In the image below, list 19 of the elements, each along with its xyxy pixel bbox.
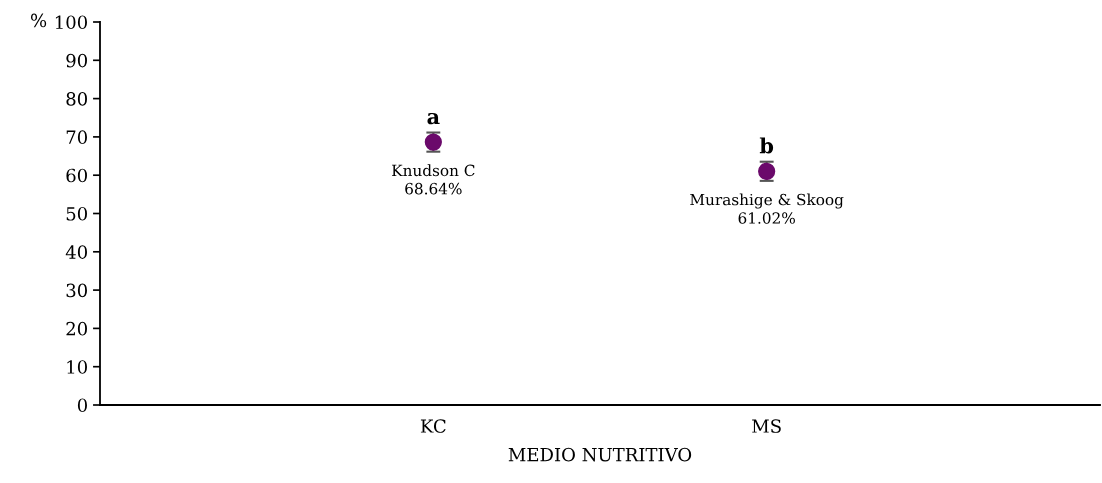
annotation: Knudson C 68.64% bbox=[392, 164, 475, 195]
y-tick-label: 20 bbox=[66, 321, 87, 336]
y-tick-label: 40 bbox=[65, 245, 87, 259]
x-tick-label: MS bbox=[752, 419, 781, 433]
y-tick-label: 100 bbox=[55, 15, 87, 30]
y-tick-label: 80 bbox=[66, 92, 87, 106]
y-axis-title: % bbox=[31, 13, 47, 28]
x-tick-label: KC bbox=[420, 419, 446, 433]
annotation: Murashige & Skoog 61.02% bbox=[690, 193, 844, 224]
y-tick-label: 70 bbox=[66, 130, 87, 145]
y-tick-label: 30 bbox=[66, 283, 87, 298]
y-tick-label: 60 bbox=[66, 168, 87, 183]
y-tick-label: 50 bbox=[66, 206, 87, 221]
annotation: a bbox=[427, 112, 440, 125]
y-tick-label: 10 bbox=[67, 360, 87, 374]
x-axis-title: MEDIO NUTRITIVO bbox=[508, 447, 692, 462]
y-tick-label: 0 bbox=[77, 398, 87, 413]
annotation: b bbox=[759, 137, 774, 154]
y-tick-label: 90 bbox=[66, 53, 87, 68]
